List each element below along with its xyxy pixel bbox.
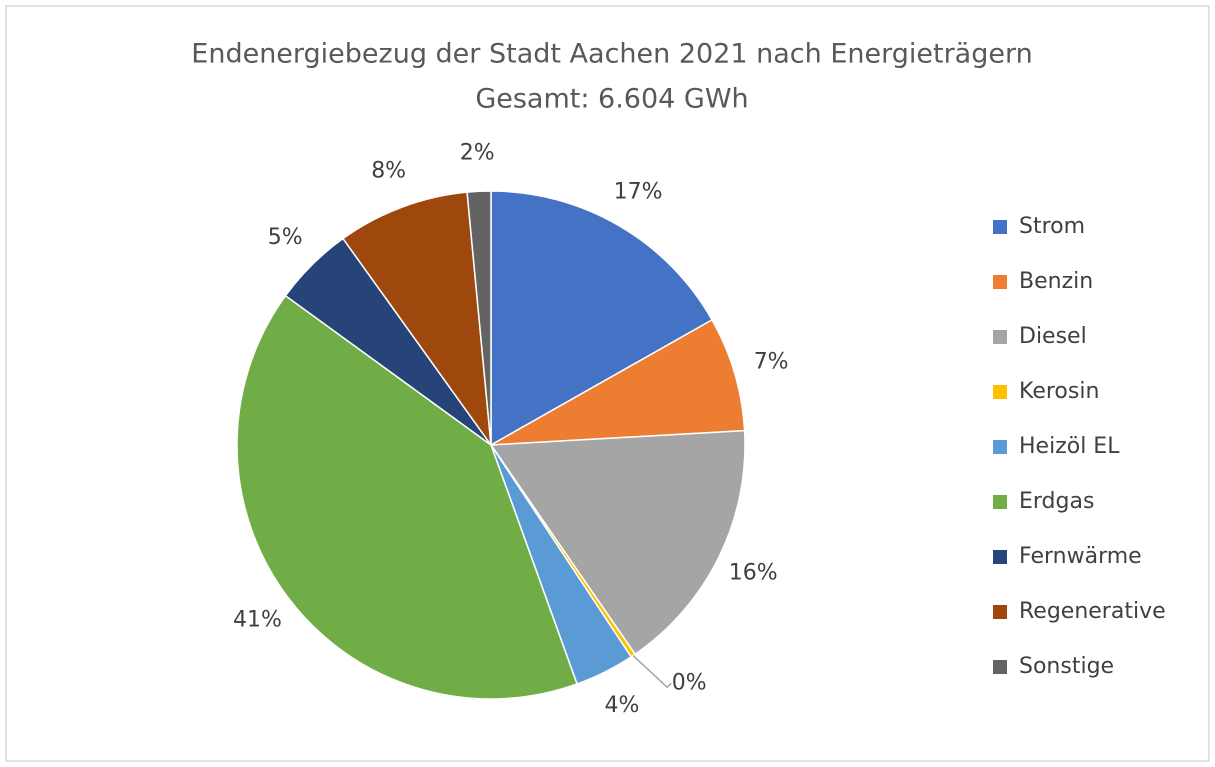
data-label: 4% [604,693,639,718]
legend-label: Diesel [1019,324,1087,349]
legend-swatch [993,385,1007,399]
legend-swatch [993,440,1007,454]
legend-swatch [993,220,1007,234]
pie-slice [490,190,714,447]
data-label: 16% [729,560,778,585]
data-label: 5% [268,225,303,250]
legend-label: Benzin [1019,269,1093,294]
pie-slice [490,318,746,446]
data-label: 8% [371,159,406,184]
legend-label: Strom [1019,214,1085,239]
chart-title: Endenergiebezug der Stadt Aachen 2021 na… [191,39,1032,70]
legend-label: Fernwärme [1019,544,1142,569]
data-label: 17% [614,180,663,205]
legend-swatch [993,660,1007,674]
legend-swatch [993,275,1007,289]
legend-label: Regenerative [1019,599,1166,624]
legend-label: Heizöl EL [1019,434,1120,459]
legend-swatch [993,550,1007,564]
legend-swatch [993,605,1007,619]
legend-swatch [993,495,1007,509]
pie-slice [236,294,578,700]
data-label: 0% [672,670,707,695]
legend-label: Sonstige [1019,654,1114,679]
legend-swatch [993,330,1007,344]
chart-subtitle: Gesamt: 6.604 GWh [475,84,748,115]
data-label: 7% [754,350,789,375]
legend-label: Erdgas [1019,489,1094,514]
pie-slice [466,190,492,446]
leader-line [632,654,672,689]
pie-slice [341,191,493,448]
pie-slice [489,429,746,656]
legend-label: Kerosin [1019,379,1099,404]
data-label: 2% [460,140,495,165]
data-label: 41% [233,607,282,632]
